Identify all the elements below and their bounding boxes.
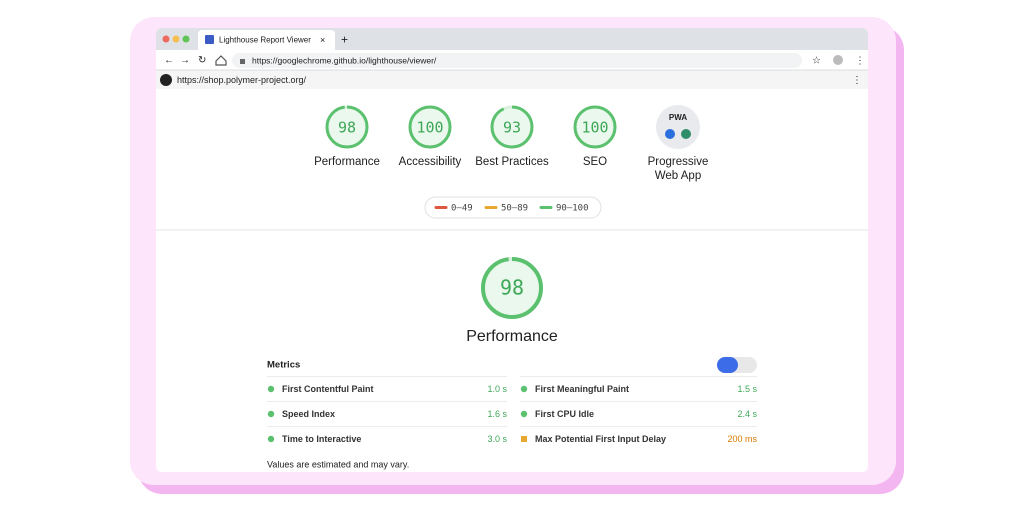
metric-status [520,385,528,393]
star[interactable]: ☆ [812,56,821,67]
gauge-arc [490,105,534,149]
home[interactable] [215,55,227,66]
lighthouse-icon [160,74,172,86]
pwa-label: Progressive Web App [647,156,709,182]
metric-name: First CPU Idle [535,409,594,419]
pwa-badge: PWA [669,113,687,122]
url: https://googlechrome.github.io/lighthous… [252,55,437,65]
section-title: Performance [466,328,558,345]
report-menu[interactable]: ⋮ [852,75,862,86]
gauge-arc [573,105,617,149]
gauge-score: 100 [416,119,443,137]
metrics-title: Metrics [267,360,300,371]
max-dot[interactable] [182,35,190,43]
gauge-arc [325,105,369,149]
metric-status [267,410,275,418]
metric-name: Max Potential First Input Delay [535,434,666,444]
category-label: Performance [314,156,380,168]
metric-value: 1.5 s [737,384,757,394]
pwa-badge-fast [665,129,675,139]
metric-value: 1.0 s [487,384,507,394]
back[interactable]: ← [164,55,174,66]
tab-title: Lighthouse Report Viewer [219,36,311,45]
tab[interactable] [198,30,335,50]
pwa-badge-installable [681,129,691,139]
legend-label: 50–89 [501,204,528,214]
lock [240,59,245,64]
gauge-arc [408,105,452,149]
legend-label: 0–49 [451,204,473,214]
gauge-score: 98 [500,276,524,300]
tab-close[interactable]: × [320,35,325,45]
close-dot[interactable] [162,35,170,43]
legend-label: 90–100 [556,204,589,214]
legend-box [424,196,602,219]
metric-value: 200 ms [727,434,757,444]
metrics-note: Values are estimated and may vary. [267,459,409,469]
browser-window [156,28,868,472]
metric-value: 2.4 s [737,409,757,419]
address-bar[interactable] [232,53,802,68]
metric-value: 3.0 s [487,434,507,444]
gauge-score: 100 [581,119,608,137]
metric-status [521,436,527,442]
metric-status [267,385,275,393]
gauge-score: 98 [338,119,356,137]
metric-value: 1.6 s [487,409,507,419]
category-label: Best Practices [475,156,549,168]
avatar[interactable] [833,55,843,65]
metric-name: First Meaningful Paint [535,384,629,394]
tab-icon [205,35,214,44]
min-dot[interactable] [172,35,180,43]
report-url: https://shop.polymer-project.org/ [177,75,307,85]
forward[interactable]: → [180,55,190,66]
metric-name: Speed Index [282,409,335,419]
metric-status [520,410,528,418]
toggle-on[interactable] [717,357,738,373]
metric-status [267,435,275,443]
gauge-arc [481,257,543,319]
report-bar [156,70,868,89]
category-label: SEO [583,156,607,168]
menu[interactable]: ⋮ [855,56,865,67]
metric-name: Time to Interactive [282,434,361,444]
pwa-icon [656,105,700,149]
metric-name: First Contentful Paint [282,384,374,394]
new-tab[interactable]: + [341,33,348,47]
category-label: Accessibility [399,156,462,168]
gauge-score: 93 [503,119,521,137]
reload[interactable]: ↻ [198,55,206,66]
